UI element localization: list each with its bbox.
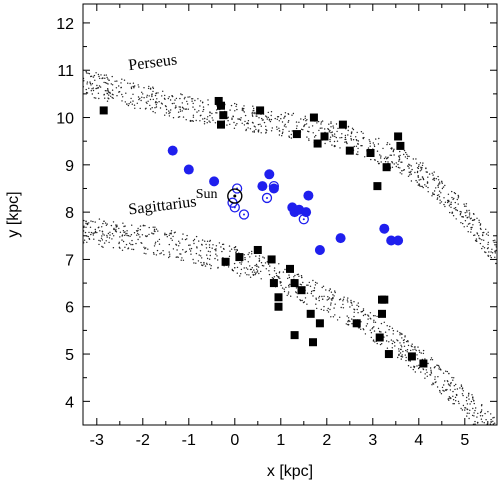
spiral-arm-sagittarius xyxy=(83,218,497,425)
filled-circle-point xyxy=(264,169,275,180)
filled-circle-point xyxy=(167,145,178,156)
spiral-arm-perseus xyxy=(83,70,497,265)
open-circle-point xyxy=(268,180,280,192)
y-tick-label: 10 xyxy=(56,111,74,128)
filled-circle-point xyxy=(257,181,268,192)
square-point xyxy=(306,309,315,318)
square-point xyxy=(290,279,299,288)
square-point xyxy=(394,132,403,141)
filled-circle-point xyxy=(314,244,325,255)
square-point xyxy=(297,286,306,295)
square-point xyxy=(219,111,228,120)
square-point xyxy=(309,113,318,122)
filled-circle-point xyxy=(393,235,404,246)
plot-frame xyxy=(82,3,498,426)
x-tick-label: -1 xyxy=(182,432,196,449)
y-tick-label: 4 xyxy=(65,394,74,411)
x-tick-label: 3 xyxy=(368,432,377,449)
filled-circle-point xyxy=(335,233,346,244)
y-tick-label: 12 xyxy=(56,16,74,33)
square-point xyxy=(320,132,329,141)
x-tick-label: 5 xyxy=(460,432,469,449)
square-point xyxy=(396,141,405,150)
square-point xyxy=(315,319,324,328)
square-point xyxy=(375,333,384,342)
series-filled-square xyxy=(99,96,428,368)
open-circle-point xyxy=(298,214,309,225)
square-point xyxy=(235,253,244,262)
square-point xyxy=(274,293,283,302)
open-circle-point xyxy=(238,209,250,220)
square-point xyxy=(352,319,361,328)
data-markers xyxy=(99,96,428,368)
y-tick-label: 5 xyxy=(65,347,74,364)
spiral-arm-dots xyxy=(83,70,497,425)
filled-circle-point xyxy=(268,183,279,194)
y-tick-label: 9 xyxy=(65,158,74,175)
x-tick-label: 1 xyxy=(276,432,285,449)
x-tick-label: 2 xyxy=(322,432,331,449)
filled-circle-point xyxy=(209,176,220,187)
annotation-sun: Sun xyxy=(196,187,218,202)
square-point xyxy=(267,255,276,264)
square-point xyxy=(292,130,301,139)
y-tick-label: 11 xyxy=(57,63,74,80)
square-point xyxy=(309,338,317,347)
square-point xyxy=(419,359,428,368)
y-axis-title: y [kpc] xyxy=(5,191,22,237)
square-point xyxy=(253,245,262,254)
series-open-circle xyxy=(227,180,309,225)
square-point xyxy=(366,149,375,158)
sun-symbol xyxy=(227,188,243,204)
square-point xyxy=(217,120,225,129)
square-point xyxy=(214,96,223,105)
square-point xyxy=(221,257,230,266)
square-point xyxy=(380,295,389,304)
square-point xyxy=(217,101,225,110)
open-circle-point xyxy=(261,192,273,204)
y-tick-label: 6 xyxy=(65,300,74,317)
open-circle-point xyxy=(231,183,243,194)
square-point xyxy=(345,146,354,155)
filled-circle-point xyxy=(379,223,390,234)
y-tick-label: 8 xyxy=(65,205,74,222)
square-point xyxy=(378,309,386,318)
square-point xyxy=(407,352,416,361)
square-point xyxy=(274,302,283,311)
filled-circle-point xyxy=(183,164,194,175)
x-tick-label: -3 xyxy=(90,432,104,449)
annotation-sagittarius: Sagittarius xyxy=(127,193,197,218)
square-point xyxy=(338,120,347,129)
square-point xyxy=(256,106,265,115)
square-point xyxy=(384,350,393,359)
square-point xyxy=(286,264,294,273)
filled-circle-point xyxy=(386,235,397,246)
square-point xyxy=(290,331,299,340)
x-tick-label: 0 xyxy=(230,432,239,449)
square-point xyxy=(313,139,322,148)
x-axis-title: x [kpc] xyxy=(267,463,313,480)
x-tick-label: 4 xyxy=(414,432,423,449)
square-point xyxy=(373,182,382,191)
annotation-perseus: Perseus xyxy=(127,51,178,74)
square-point xyxy=(382,163,391,172)
square-point xyxy=(269,279,278,288)
square-point xyxy=(99,106,108,115)
x-tick-label: -2 xyxy=(136,432,150,449)
y-tick-label: 7 xyxy=(65,252,74,269)
filled-circle-point xyxy=(303,190,314,201)
